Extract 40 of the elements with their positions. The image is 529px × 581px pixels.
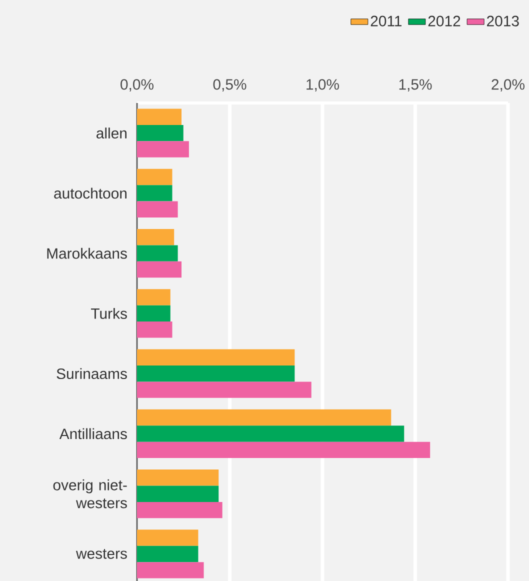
- bar: [137, 228, 174, 246]
- bar: [137, 469, 219, 486]
- x-tick-label: 0,0%: [120, 79, 154, 92]
- bar: [137, 305, 170, 322]
- bar: [137, 530, 198, 546]
- x-tick-label: 1,0%: [306, 79, 339, 92]
- bar: [137, 409, 392, 426]
- y-tick-label: Marokkaans: [47, 248, 127, 259]
- legend-label: 2011: [370, 16, 402, 26]
- legend-label: 2012: [428, 16, 460, 26]
- bar: [137, 486, 219, 502]
- bar: [137, 289, 170, 306]
- bar: [137, 546, 198, 562]
- legend-label: 2013: [487, 16, 519, 26]
- x-tick-label: 0,5%: [213, 79, 246, 92]
- bar: [137, 349, 295, 366]
- y-tick-label: overig niet-westers: [53, 479, 127, 508]
- y-tick-label: Surinaams: [56, 368, 127, 380]
- bar: [137, 382, 312, 398]
- y-tick-label: Antilliaans: [59, 428, 127, 440]
- bar: [137, 124, 184, 142]
- bar: [137, 245, 178, 262]
- bar: [137, 168, 172, 186]
- y-tick-label: autochtoon: [54, 188, 127, 199]
- x-tick-label: 1,5%: [399, 79, 432, 92]
- bar: [137, 141, 189, 158]
- bar: [137, 261, 182, 278]
- y-tick-label: Turks: [91, 308, 127, 319]
- y-tick-label: westers: [76, 549, 127, 559]
- bar: [137, 185, 172, 202]
- bar: [137, 502, 222, 518]
- bar: [137, 426, 404, 442]
- bar: [137, 108, 182, 125]
- x-tick-label: 2,0%: [492, 79, 524, 92]
- bar: [137, 442, 430, 458]
- bar: [137, 365, 295, 382]
- bar: [137, 322, 172, 338]
- y-tick-label: allen: [96, 128, 127, 139]
- bar: [137, 562, 204, 578]
- bar: [137, 201, 178, 218]
